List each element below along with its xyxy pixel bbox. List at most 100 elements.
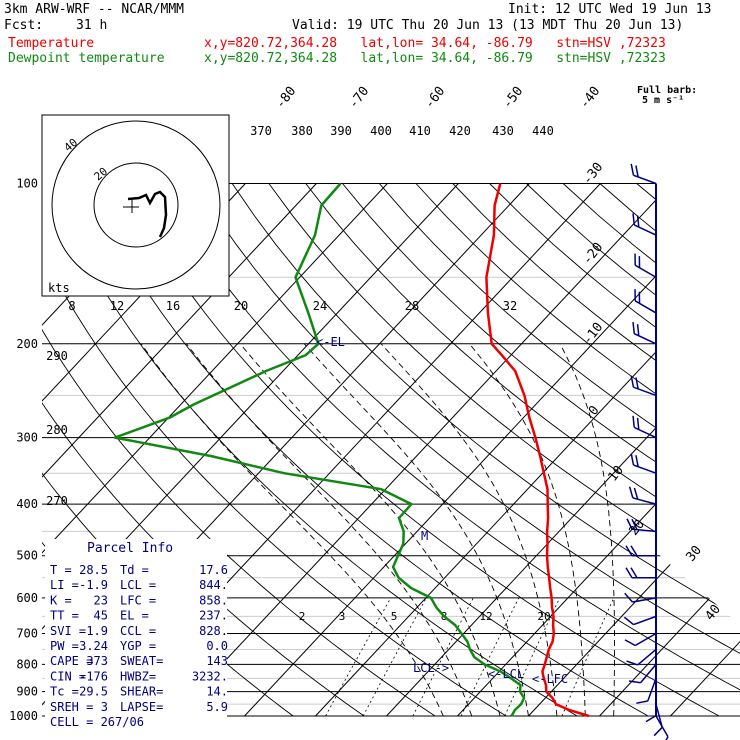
theta-label: 440 (532, 124, 554, 138)
temperature-legend-info: x,y=820.72,364.28 lat,lon= 34.64, -86.79… (204, 36, 666, 51)
barb-legend-units: 5 m s⁻¹ (642, 95, 684, 106)
hodograph-frame (41, 114, 230, 297)
theta-label-left: 270 (46, 494, 68, 508)
hodograph-trace (127, 190, 168, 238)
pressure-tick-label: 300 (16, 431, 38, 445)
isotherm-label-right: 30 (684, 543, 705, 565)
mixing-ratio-label-upper: 28 (405, 299, 419, 313)
theta-label: 370 (250, 124, 272, 138)
parcel-param-value: 14. (206, 685, 228, 699)
parcel-param-value: 23 (94, 593, 108, 607)
wind-barb (623, 615, 657, 626)
wind-barb (628, 486, 657, 505)
wind-barb-flag (626, 518, 633, 530)
wind-barb (624, 592, 657, 603)
wind-barb-flag (635, 377, 639, 390)
mixing-ratio-line (504, 597, 561, 717)
isotherm-label-right: -20 (580, 240, 606, 268)
mixing-ratio-label-upper: 32 (503, 299, 517, 313)
parcel-param-label: SWEAT= (120, 654, 163, 668)
wind-barb-flag (653, 726, 663, 737)
isotherm-line (315, 183, 740, 717)
mixing-ratio-label-upper: 24 (313, 299, 327, 313)
parcel-param-label: CIN = (50, 669, 86, 683)
wind-barb (626, 648, 657, 666)
wind-barb-flag (633, 487, 639, 500)
parcel-param-value: 29.5 (79, 685, 108, 699)
dry-adiabat (526, 183, 740, 717)
wind-barb (634, 253, 657, 278)
isotherm-label-top: -80 (273, 84, 299, 112)
dry-adiabat (195, 183, 740, 717)
barb-legend: Full barb: 5 m s⁻¹ (637, 85, 697, 106)
parcel-param-value: 3 (101, 700, 108, 714)
wind-barb (645, 691, 657, 723)
parcel-param-label: PW = (50, 639, 79, 653)
isotherm-label-top: -50 (500, 84, 526, 112)
parcel-param-label: Tc = (50, 685, 79, 699)
parcel-param-label: T = (50, 563, 72, 577)
wind-barb-flag (624, 639, 636, 647)
wind-barb-staff (633, 224, 657, 236)
isotherm-label-right: 40 (703, 602, 724, 624)
wind-barb-flag (623, 616, 634, 626)
wind-barb-flag (635, 455, 639, 467)
parcel-param-value: 237. (199, 609, 228, 623)
parcel-param-label: Td = (120, 563, 149, 577)
isotherm-line (42, 183, 459, 717)
moist-adiabat (140, 343, 444, 717)
hodograph: 20 40 kts (41, 114, 230, 297)
wind-barb-flag (632, 321, 635, 334)
mixing-ratio-label-upper: 16 (166, 299, 180, 313)
wind-barb-flag (635, 165, 639, 178)
wind-barb-staff (637, 648, 657, 666)
parcel-info-panel: Parcel Info T = 28.5 Td = 17.6 LI = -1.9 LCL =… (45, 539, 228, 729)
mixing-ratio-line (362, 597, 427, 717)
wind-barb-staff (632, 497, 657, 505)
wind-barb-flag (630, 545, 638, 557)
parcel-param-label: TT = (50, 609, 79, 623)
header: 3km ARW-WRF -- NCAR/MMM Init: 12 UTC Wed… (0, 0, 740, 70)
isotherm-label-right: 10 (606, 463, 627, 485)
mixing-ratio-label-lower: 5 (391, 610, 398, 623)
pressure-tick-label: 400 (16, 497, 38, 511)
wind-barb (632, 321, 657, 345)
mixing-ratio-line (412, 597, 474, 717)
parcel-param-label: YGP = (120, 639, 156, 653)
theta-label: 400 (370, 124, 392, 138)
isotherm-line (244, 183, 740, 717)
el-marker: <-EL (316, 335, 345, 349)
parcel-param-value: 28.5 (79, 563, 108, 577)
wind-barb-flag (632, 213, 635, 226)
dewpoint-profile (113, 182, 526, 717)
isotherm-line (386, 183, 740, 717)
parcel-info-bg (45, 539, 227, 721)
hodograph-ring-outer (51, 120, 221, 290)
pressure-tick-label: 600 (16, 591, 38, 605)
temperature-profile (485, 183, 590, 718)
level-annotations: <-EL M LCL-> <-LCL <-LFC (316, 335, 568, 686)
parcel-param-label: K = (50, 593, 72, 607)
parcel-param-value: 373 (86, 654, 108, 668)
pressure-tick-label: 500 (16, 549, 38, 563)
wind-barb (630, 375, 657, 397)
isotherm-label-right: 20 (627, 517, 648, 539)
isotherm-label-top: -70 (346, 84, 372, 112)
isotherm-line (599, 183, 740, 717)
wind-barb-staff (639, 663, 657, 684)
theta-label: 430 (492, 124, 514, 138)
parcel-param-label: CCL = (120, 624, 156, 638)
wind-barb-flag (630, 567, 638, 579)
mixing-ratio-label-lower: 2 (299, 610, 306, 623)
dewpoint-legend-info: x,y=820.72,364.28 lat,lon= 34.64, -86.79… (204, 51, 666, 66)
parcel-param-label: EL = (120, 609, 149, 623)
wind-barb-flag (638, 291, 641, 304)
parcel-param-label: SREH = (50, 700, 93, 714)
wind-barb-flag (626, 660, 638, 666)
m-marker: M (421, 529, 428, 543)
wind-barb-flag (624, 592, 633, 603)
wind-barb (630, 163, 657, 185)
isotherm-line (42, 183, 317, 717)
wind-barb-flag (630, 453, 635, 466)
